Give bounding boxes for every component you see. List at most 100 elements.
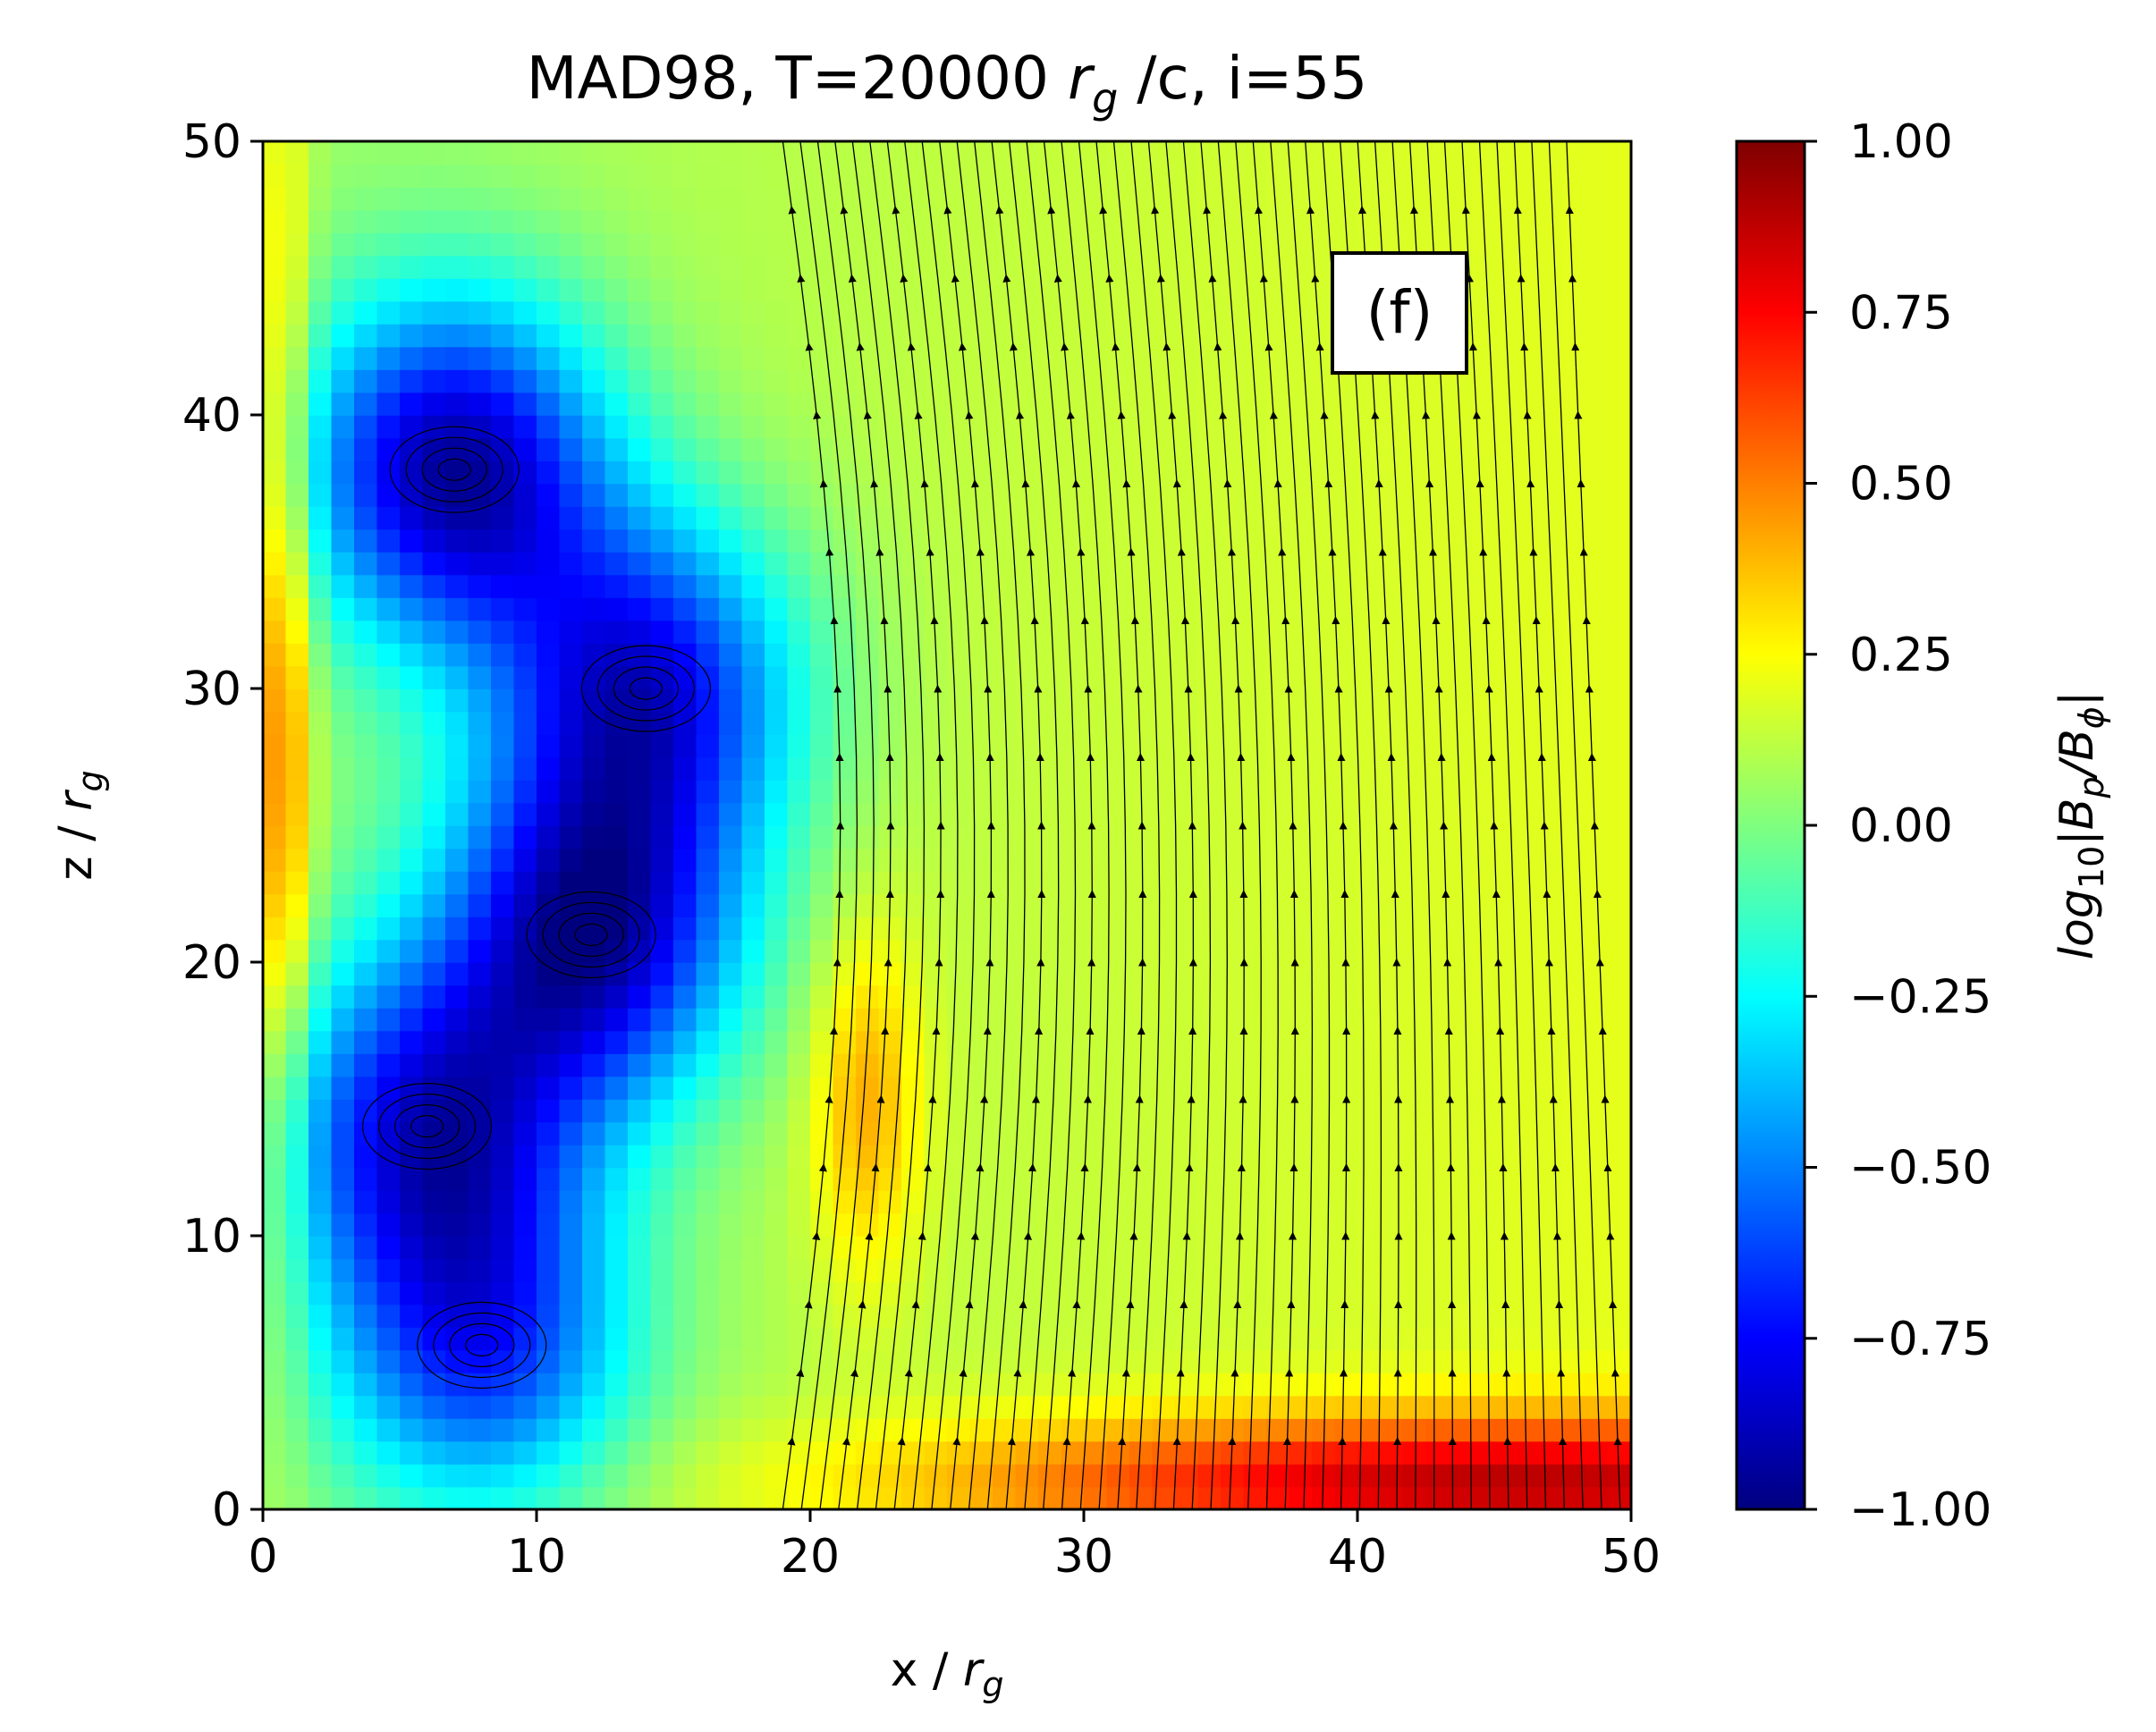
heatmap-cell <box>924 1099 948 1123</box>
heatmap-cell <box>696 1099 720 1123</box>
heatmap-cell <box>400 552 424 576</box>
heatmap-cell <box>650 1008 674 1032</box>
heatmap-cell <box>696 187 720 211</box>
heatmap-cell <box>400 437 424 461</box>
heatmap-cell <box>1084 1258 1108 1282</box>
heatmap-cell <box>993 597 1017 621</box>
heatmap-cell <box>400 756 424 781</box>
heatmap-cell <box>650 802 674 826</box>
heatmap-cell <box>719 528 743 553</box>
heatmap-cell <box>537 483 561 507</box>
heatmap-cell <box>1471 232 1495 257</box>
heatmap-cell <box>559 483 583 507</box>
heatmap-cell <box>765 939 789 963</box>
heatmap-cell <box>719 1281 743 1305</box>
heatmap-cell <box>1038 643 1062 667</box>
heatmap-cell <box>331 506 355 530</box>
heatmap-cell <box>1494 871 1518 895</box>
heatmap-cell <box>1585 756 1610 781</box>
heatmap-cell <box>605 437 629 461</box>
heatmap-cell <box>1061 1373 1085 1397</box>
heatmap-cell <box>1084 574 1108 598</box>
heatmap-cell <box>650 346 674 370</box>
heatmap-cell <box>1175 597 1199 621</box>
heatmap-cell <box>1015 324 1039 348</box>
heatmap-cell <box>1106 893 1130 917</box>
heatmap-cell <box>765 1099 789 1123</box>
heatmap-cell <box>1357 392 1382 416</box>
field-line <box>1513 141 1568 1509</box>
heatmap-cell <box>309 1008 333 1032</box>
heatmap-cell <box>263 483 287 507</box>
heatmap-cell <box>400 278 424 302</box>
heatmap-cell <box>1084 1236 1108 1260</box>
heatmap-cell <box>331 1395 355 1419</box>
heatmap-cell <box>719 917 743 941</box>
heatmap-cell <box>513 984 537 1009</box>
heatmap-cell <box>537 1236 561 1260</box>
heatmap-cell <box>1449 1076 1473 1100</box>
heatmap-cell <box>628 528 652 553</box>
heatmap-cell <box>1334 164 1358 188</box>
heatmap-cell <box>741 483 765 507</box>
heatmap-cell <box>787 802 811 826</box>
heatmap-cell <box>605 825 629 849</box>
heatmap-cell <box>1221 1395 1245 1419</box>
x-tick-label: 30 <box>1054 1530 1113 1584</box>
heatmap-cell <box>650 1486 674 1509</box>
heatmap-cell <box>1517 324 1541 348</box>
heatmap-cell <box>468 984 492 1009</box>
heatmap-cell <box>1585 460 1610 485</box>
heatmap-cell <box>628 1099 652 1123</box>
heatmap-cell <box>1540 1486 1564 1509</box>
heatmap-cell <box>901 917 926 941</box>
heatmap-cell <box>1015 893 1039 917</box>
heatmap-cell <box>445 1190 469 1214</box>
heatmap-cell <box>1449 1121 1473 1145</box>
heatmap-cell <box>559 415 583 439</box>
heatmap-cell <box>719 597 743 621</box>
heatmap-cell <box>856 1053 880 1077</box>
heatmap-cell <box>1357 483 1382 507</box>
heatmap-cell <box>285 1486 309 1509</box>
heatmap-cell <box>1061 756 1085 781</box>
heatmap-cell <box>1106 871 1130 895</box>
heatmap-cell <box>924 460 948 485</box>
heatmap-cell <box>1152 939 1176 963</box>
heatmap-cell <box>947 506 971 530</box>
heatmap-cell <box>1061 1053 1085 1077</box>
heatmap-cell <box>1380 1349 1404 1373</box>
heatmap-cell <box>947 346 971 370</box>
heatmap-cell <box>1380 460 1404 485</box>
heatmap-cell <box>696 848 720 872</box>
heatmap-cell <box>1357 141 1382 165</box>
heatmap-cell <box>1403 392 1427 416</box>
heatmap-cell <box>719 1441 743 1465</box>
heatmap-cell <box>878 324 902 348</box>
heatmap-cell <box>1243 232 1267 257</box>
heatmap-cell <box>1289 1145 1313 1169</box>
heatmap-cell <box>1084 141 1108 165</box>
heatmap-cell <box>833 893 857 917</box>
heatmap-cell <box>1015 825 1039 849</box>
heatmap-cell <box>1562 643 1586 667</box>
heatmap-cell <box>285 1030 309 1054</box>
heatmap-cell <box>856 209 880 233</box>
heatmap-cell <box>719 1418 743 1442</box>
heatmap-cell <box>309 917 333 941</box>
heatmap-cell <box>878 643 902 667</box>
heatmap-cell <box>1494 1076 1518 1100</box>
heatmap-cell <box>810 346 834 370</box>
heatmap-cell <box>787 1167 811 1191</box>
heatmap-cell <box>765 597 789 621</box>
heatmap-cell <box>1585 802 1610 826</box>
heatmap-cell <box>605 187 629 211</box>
heatmap-cell <box>376 734 401 758</box>
heatmap-cell <box>1015 917 1039 941</box>
heatmap-cell <box>1494 437 1518 461</box>
heatmap-cell <box>856 437 880 461</box>
heatmap-cell <box>537 346 561 370</box>
heatmap-cell <box>878 1486 902 1509</box>
heatmap-cell <box>582 232 606 257</box>
heatmap-cell <box>947 756 971 781</box>
